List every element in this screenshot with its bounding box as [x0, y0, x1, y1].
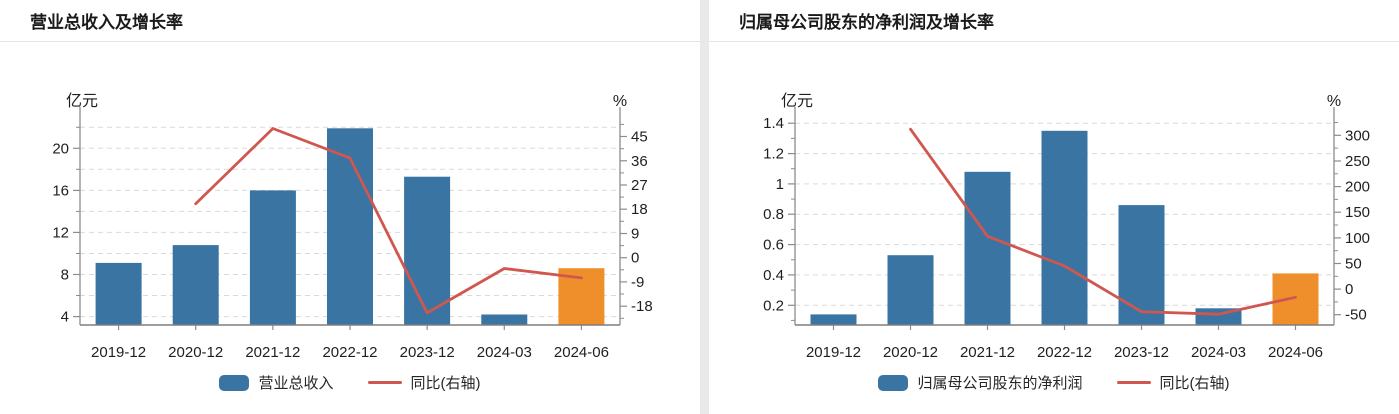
y-tick-label: 27	[631, 177, 648, 194]
y-tick-label: 0.6	[763, 237, 784, 254]
y-tick-label: 0.2	[763, 297, 784, 314]
legend-label: 营业总收入	[258, 375, 334, 392]
y-tick-label: 0	[631, 250, 639, 267]
y-tick-label: -9	[631, 274, 644, 291]
y-tick-label: 45	[631, 129, 648, 146]
right-axis-unit: %	[1327, 93, 1341, 110]
y-tick-label: -50	[1345, 307, 1367, 324]
bar	[810, 314, 857, 325]
bar-series-swatch-icon	[878, 374, 909, 391]
y-tick-label: 16	[52, 182, 69, 199]
x-tick-label: 2019-12	[806, 344, 861, 361]
line-series-swatch-icon	[367, 381, 402, 384]
x-tick-label: 2020-12	[883, 344, 938, 361]
bar	[95, 262, 142, 325]
y-tick-label: 1.4	[763, 115, 784, 132]
y-tick-label: -18	[631, 298, 653, 315]
y-tick-label: 9	[631, 226, 639, 243]
x-tick-label: 2021-12	[245, 344, 300, 361]
y-tick-label: 300	[1345, 127, 1370, 144]
y-tick-label: 250	[1345, 153, 1370, 170]
bar	[1041, 130, 1088, 325]
bar	[964, 171, 1011, 325]
bar	[481, 314, 528, 325]
x-tick-label: 2022-12	[1037, 344, 1092, 361]
y-tick-label: 0	[1345, 281, 1353, 298]
bar	[172, 245, 219, 325]
x-tick-label: 2021-12	[960, 344, 1015, 361]
net-profit-legend: 归属母公司股东的净利润 同比(右轴)	[709, 372, 1399, 393]
bar	[1118, 205, 1165, 325]
left-axis-unit: 亿元	[781, 92, 813, 110]
x-tick-label: 2019-12	[91, 344, 146, 361]
x-tick-label: 2023-12	[1114, 344, 1169, 361]
x-tick-label: 2024-06	[1268, 344, 1323, 361]
revenue-chart: 2019-12 2020-12 2021-12 2022-12 2023-12 2024-…	[52, 92, 653, 361]
bar-series-swatch-icon	[219, 374, 250, 391]
y-tick-label: 200	[1345, 179, 1370, 196]
legend-item-revenue-yoy-line[interactable]: 同比(右轴)	[367, 372, 481, 393]
y-tick-label: 0.8	[763, 206, 784, 223]
y-tick-label: 100	[1345, 230, 1370, 247]
net-profit-panel-title: 归属母公司股东的净利润及增长率	[709, 0, 1399, 42]
bar	[1272, 273, 1319, 325]
x-tick-label: 2020-12	[168, 344, 223, 361]
legend-item-net-profit-yoy-line[interactable]: 同比(右轴)	[1116, 372, 1230, 393]
bar	[404, 176, 451, 325]
y-tick-label: 0.4	[763, 267, 784, 284]
x-tick-label: 2022-12	[322, 344, 377, 361]
revenue-panel-title: 营业总收入及增长率	[0, 0, 700, 42]
line-series-swatch-icon	[1116, 381, 1151, 384]
right-axis-unit: %	[613, 93, 627, 110]
net-profit-panel: 归属母公司股东的净利润及增长率 2019-12 2020-12 2021-12 202…	[709, 0, 1399, 414]
y-tick-label: 4	[61, 309, 69, 326]
yoy-growth-line	[194, 127, 583, 315]
revenue-legend: 营业总收入 同比(右轴)	[0, 372, 700, 393]
revenue-panel: 营业总收入及增长率 2019-12 2020-12 2021-12 2022-12 20…	[0, 0, 700, 393]
net-profit-chart: 2019-12 2020-12 2021-12 2022-12 2023-12 2024-…	[763, 92, 1370, 361]
x-tick-label: 2024-06	[554, 344, 609, 361]
y-tick-label: 1	[776, 176, 784, 193]
x-tick-label: 2024-03	[477, 344, 532, 361]
bar	[249, 190, 296, 325]
y-tick-label: 8	[61, 267, 69, 284]
legend-label: 归属母公司股东的净利润	[917, 375, 1083, 392]
legend-label: 同比(右轴)	[1159, 375, 1230, 392]
left-axis-unit: 亿元	[66, 92, 98, 110]
x-tick-label: 2024-03	[1191, 344, 1246, 361]
y-tick-label: 1.2	[763, 146, 784, 163]
y-tick-label: 20	[52, 140, 69, 157]
legend-item-net-profit-bar[interactable]: 归属母公司股东的净利润	[878, 372, 1083, 393]
legend-item-revenue-bar[interactable]: 营业总收入	[219, 372, 334, 393]
yoy-growth-line	[909, 127, 1297, 316]
x-tick-label: 2023-12	[400, 344, 455, 361]
y-tick-label: 36	[631, 153, 648, 170]
legend-label: 同比(右轴)	[410, 375, 481, 392]
y-tick-label: 18	[631, 201, 648, 218]
bar	[887, 255, 934, 325]
panel-divider	[700, 0, 709, 414]
y-tick-label: 150	[1345, 204, 1370, 221]
y-tick-label: 50	[1345, 256, 1362, 273]
y-tick-label: 12	[52, 224, 69, 241]
